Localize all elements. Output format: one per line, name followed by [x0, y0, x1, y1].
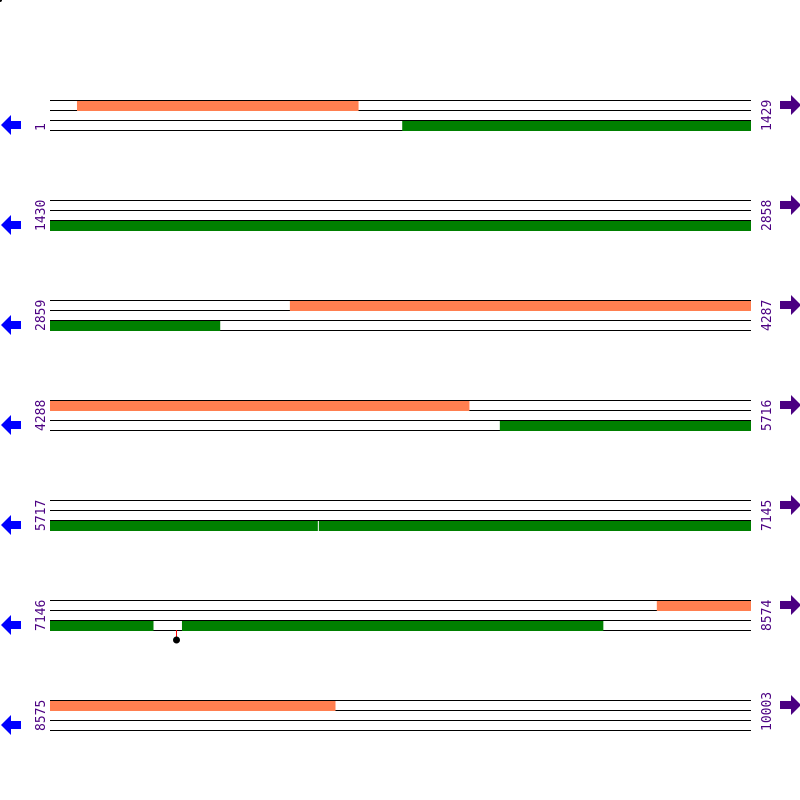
reverse-feature[interactable]	[50, 221, 751, 231]
arrow-left-icon[interactable]	[1, 115, 21, 135]
corner-dot	[0, 0, 2, 2]
row-end-label: 7145	[760, 500, 775, 531]
forward-feature[interactable]	[289, 301, 751, 311]
row-start-label: 1430	[34, 200, 49, 231]
arrow-left-icon[interactable]	[1, 715, 21, 735]
arrow-right-icon[interactable]	[780, 595, 800, 615]
row-end-label: 8574	[760, 600, 775, 631]
arrow-left-icon[interactable]	[1, 315, 21, 335]
row-end-label: 4287	[760, 300, 775, 331]
marker-dot[interactable]	[173, 636, 180, 644]
row-end-label: 2858	[760, 200, 775, 231]
reverse-feature[interactable]	[181, 621, 604, 631]
forward-feature[interactable]	[50, 701, 336, 711]
row-end-label: 5716	[760, 400, 775, 431]
forward-feature[interactable]	[656, 601, 751, 611]
arrow-right-icon[interactable]	[780, 195, 800, 215]
arrow-left-icon[interactable]	[1, 215, 21, 235]
reverse-feature[interactable]	[50, 321, 221, 331]
forward-feature[interactable]	[76, 101, 359, 111]
arrow-right-icon[interactable]	[780, 95, 800, 115]
row-start-label: 5717	[34, 500, 49, 531]
reverse-feature[interactable]	[50, 521, 751, 531]
row-start-label: 2859	[34, 300, 49, 331]
reverse-feature[interactable]	[402, 121, 751, 131]
arrow-left-icon[interactable]	[1, 615, 21, 635]
row-start-label: 7146	[34, 600, 49, 631]
arrow-left-icon[interactable]	[1, 415, 21, 435]
arrow-right-icon[interactable]	[780, 295, 800, 315]
row-start-label: 8575	[34, 700, 49, 731]
reverse-feature[interactable]	[499, 421, 751, 431]
gap-mark	[317, 521, 319, 531]
row-end-label: 1429	[760, 100, 775, 131]
row-start-label: 4288	[34, 400, 49, 431]
arrow-right-icon[interactable]	[780, 395, 800, 415]
row-end-label: 10003	[760, 692, 775, 731]
arrow-right-icon[interactable]	[780, 695, 800, 715]
reverse-feature[interactable]	[50, 621, 154, 631]
arrow-right-icon[interactable]	[780, 495, 800, 515]
forward-feature[interactable]	[50, 401, 470, 411]
arrow-left-icon[interactable]	[1, 515, 21, 535]
row-start-label: 1	[34, 123, 49, 131]
